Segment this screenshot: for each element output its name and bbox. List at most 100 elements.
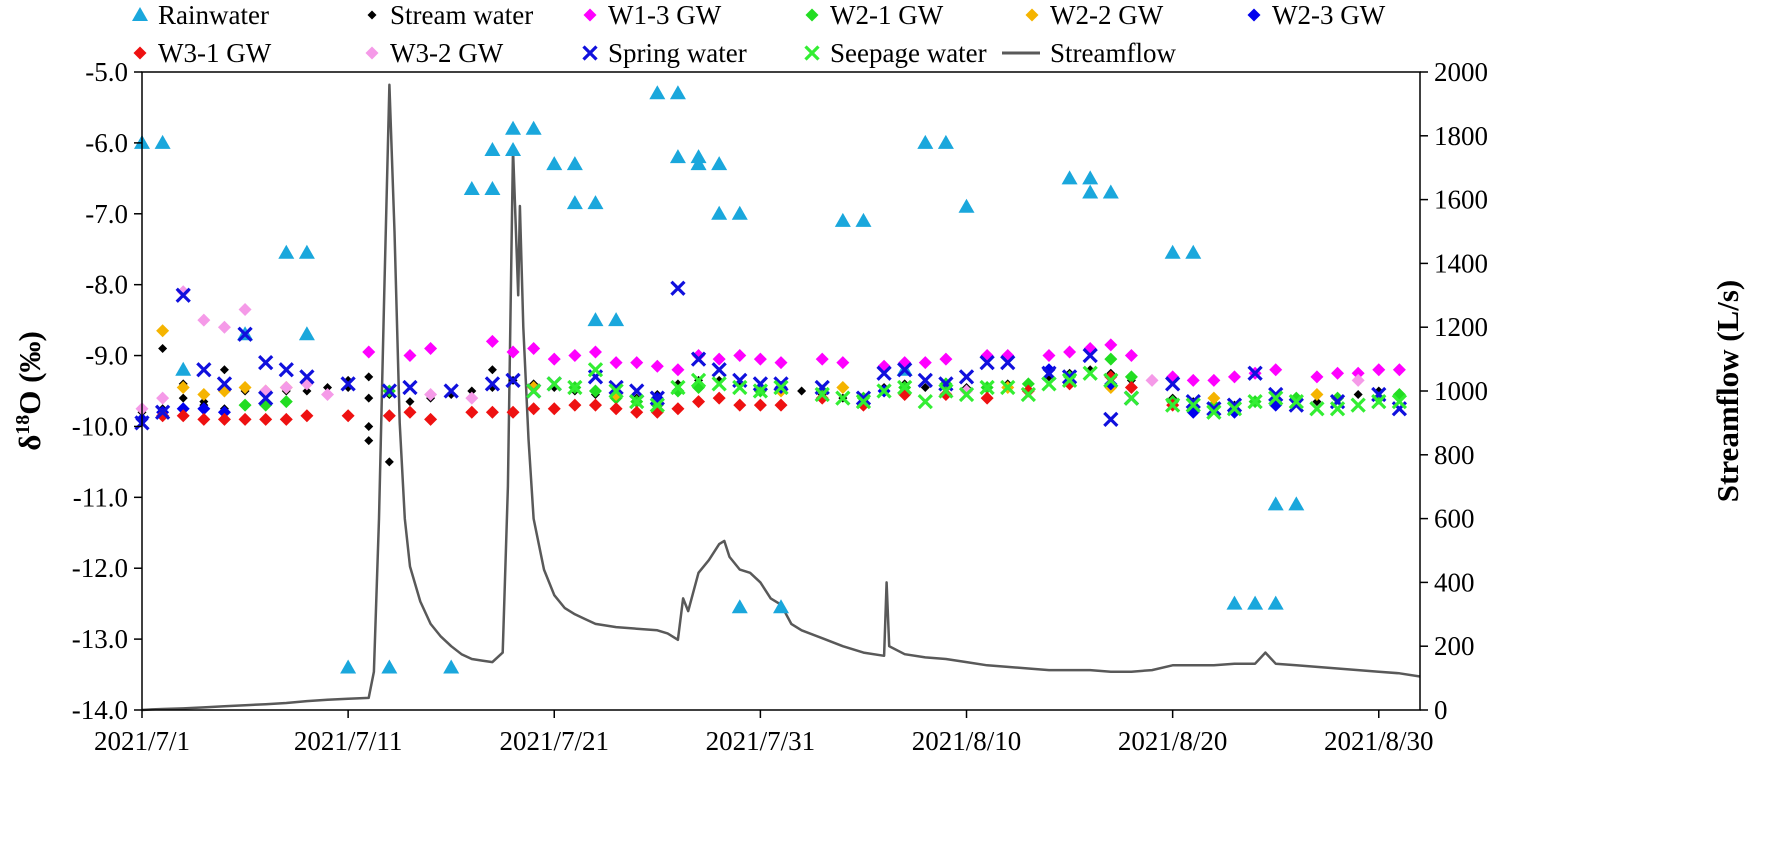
point-w3-1-gw bbox=[382, 409, 396, 423]
y-tick-right-label: 1400 bbox=[1434, 248, 1488, 278]
point-stream-water bbox=[364, 421, 374, 431]
y-tick-left-label: -11.0 bbox=[73, 482, 128, 512]
point-rainwater bbox=[175, 361, 192, 376]
y-axis-title-left-rest: O (‰) bbox=[12, 331, 47, 415]
point-stream-water bbox=[158, 343, 168, 353]
y-tick-right-label: 400 bbox=[1434, 567, 1475, 597]
legend: Rainwater Stream water W1-3 GW W2-1 GW W2-2 … bbox=[132, 0, 1386, 68]
point-rainwater bbox=[958, 198, 975, 213]
point-w3-1-gw bbox=[753, 398, 767, 412]
point-spring-water bbox=[1206, 401, 1222, 417]
point-spring-water bbox=[278, 362, 294, 378]
y-tick-right-label: 1800 bbox=[1434, 121, 1488, 151]
point-spring-water bbox=[917, 372, 933, 388]
point-w1-3-gw bbox=[1207, 373, 1221, 387]
point-w3-2-gw bbox=[176, 285, 190, 299]
point-w1-3-gw bbox=[547, 352, 561, 366]
point-w2-2-gw bbox=[1207, 391, 1221, 405]
point-rainwater bbox=[566, 156, 583, 171]
point-w2-1-gw bbox=[1124, 370, 1138, 384]
point-spring-water bbox=[443, 383, 459, 399]
point-w1-3-gw bbox=[1063, 345, 1077, 359]
point-w1-3-gw bbox=[712, 352, 726, 366]
point-w2-1-gw bbox=[815, 384, 829, 398]
points-layer bbox=[134, 85, 1408, 674]
point-w3-1-gw bbox=[197, 412, 211, 426]
y-tick-left-label: -5.0 bbox=[85, 57, 128, 87]
point-w3-2-gw bbox=[217, 320, 231, 334]
point-stream-water bbox=[364, 436, 374, 446]
point-stream-water bbox=[219, 365, 229, 375]
point-seepage-water bbox=[1309, 401, 1325, 417]
point-w1-3-gw bbox=[753, 352, 767, 366]
point-spring-water bbox=[608, 379, 624, 396]
y-axis-title-left-main: δ bbox=[12, 435, 47, 451]
point-spring-water bbox=[711, 362, 727, 378]
point-w1-3-gw bbox=[403, 349, 417, 363]
point-seepage-water bbox=[1123, 390, 1140, 406]
point-seepage-water bbox=[587, 362, 604, 378]
point-spring-water bbox=[876, 365, 892, 381]
point-w1-3-gw bbox=[1227, 370, 1241, 384]
point-seepage-water bbox=[732, 379, 748, 396]
point-w1-3-gw bbox=[506, 345, 520, 359]
point-seepage-water bbox=[1185, 397, 1201, 413]
legend-item-w3-2-gw: W3-2 GW bbox=[365, 38, 504, 68]
point-rainwater bbox=[731, 205, 748, 220]
point-w1-3-gw bbox=[1372, 363, 1386, 377]
point-w3-1-gw bbox=[217, 412, 231, 426]
point-seepage-water bbox=[752, 383, 769, 399]
point-spring-water bbox=[402, 379, 418, 396]
point-w3-1-gw bbox=[485, 405, 499, 419]
point-rainwater bbox=[773, 599, 789, 614]
point-w2-1-gw bbox=[279, 395, 293, 409]
y-tick-left-label: -10.0 bbox=[72, 411, 128, 441]
point-seepage-water bbox=[958, 386, 975, 403]
y-tick-left-label: -9.0 bbox=[85, 341, 128, 371]
point-w3-1-gw bbox=[238, 412, 252, 426]
axes: -14.0 -13.0 -12.0 -11.0 -10.0 -9.0 -8.0 -7.0 -6.… bbox=[72, 57, 1488, 756]
point-spring-water bbox=[216, 376, 233, 392]
point-seepage-water bbox=[1041, 376, 1057, 392]
legend-item-w1-3-gw: W1-3 GW bbox=[583, 0, 722, 30]
point-rainwater bbox=[1288, 496, 1305, 511]
point-w1-3-gw bbox=[692, 349, 706, 363]
point-rainwater bbox=[587, 312, 604, 327]
point-w3-1-gw bbox=[1021, 384, 1035, 398]
legend-label: Seepage water bbox=[830, 38, 987, 68]
point-w1-3-gw bbox=[1351, 366, 1365, 380]
point-stream-water bbox=[920, 382, 930, 392]
point-w3-1-gw bbox=[609, 402, 623, 416]
point-seepage-water bbox=[608, 383, 624, 399]
legend-label: Stream water bbox=[390, 0, 533, 30]
point-rainwater bbox=[1082, 184, 1099, 199]
point-w3-2-gw bbox=[1351, 373, 1365, 387]
point-w1-3-gw bbox=[1310, 370, 1324, 384]
point-w3-1-gw bbox=[588, 398, 602, 412]
legend-item-rainwater: Rainwater bbox=[132, 0, 269, 30]
point-rainwater bbox=[1061, 170, 1078, 185]
point-w3-1-gw bbox=[774, 398, 788, 412]
y-tick-left-label: -12.0 bbox=[72, 553, 128, 583]
series-spring-water bbox=[134, 280, 1408, 431]
point-w1-3-gw bbox=[815, 352, 829, 366]
point-w3-1-gw bbox=[630, 405, 644, 419]
point-rainwater bbox=[917, 134, 934, 149]
series-w3-2-gw bbox=[135, 285, 1365, 416]
point-spring-water bbox=[237, 326, 253, 342]
point-stream-water bbox=[199, 397, 209, 407]
y-tick-right-label: 0 bbox=[1434, 695, 1448, 725]
point-w3-1-gw bbox=[279, 412, 293, 426]
point-w3-1-gw bbox=[424, 412, 438, 426]
point-w3-1-gw bbox=[547, 402, 561, 416]
point-w3-1-gw bbox=[1104, 370, 1118, 384]
x-tick-label: 2021/7/11 bbox=[294, 726, 403, 756]
point-seepage-water bbox=[814, 386, 830, 403]
point-w3-1-gw bbox=[156, 409, 170, 423]
point-w1-3-gw bbox=[630, 356, 644, 370]
point-w1-3-gw bbox=[1042, 349, 1056, 363]
point-spring-water bbox=[258, 390, 274, 406]
legend-item-w3-1-gw: W3-1 GW bbox=[133, 38, 272, 68]
y-tick-left-label: -13.0 bbox=[72, 624, 128, 654]
